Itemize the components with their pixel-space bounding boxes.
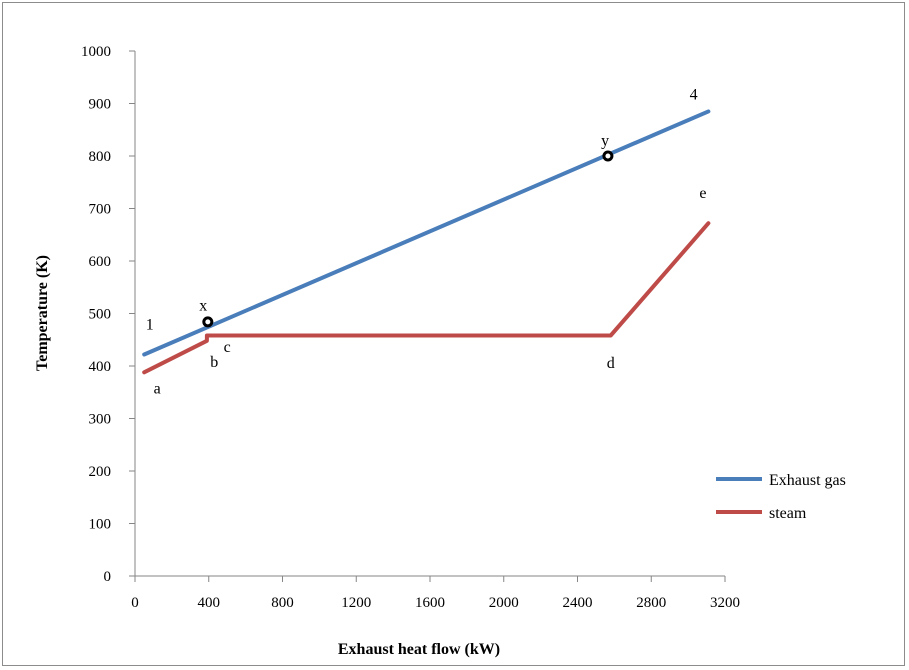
annotation-label: 1	[146, 316, 154, 333]
y-tick-label: 700	[89, 202, 112, 218]
annotation-label: c	[224, 339, 231, 356]
x-tick-label: 3200	[710, 595, 740, 611]
marker-layer	[202, 150, 614, 328]
annotation-label: 4	[690, 86, 698, 103]
y-tick-label: 300	[89, 412, 112, 428]
y-tick-label: 400	[89, 359, 112, 375]
x-tick-label: 800	[271, 595, 294, 611]
x-tick-label: 0	[131, 595, 139, 611]
y-tick-label: 500	[89, 307, 112, 323]
annotation-layer: 1 a bc d e 4 x y	[146, 86, 707, 397]
x-tick-label: 400	[198, 595, 221, 611]
x-axis-title: Exhaust heat flow (kW)	[338, 641, 500, 658]
series-line-exhaust-gas	[142, 109, 711, 357]
point-marker-x	[202, 316, 214, 328]
annotation-label: d	[607, 355, 615, 372]
y-tick-label: 1000	[81, 44, 111, 60]
y-tick-label: 100	[89, 517, 112, 533]
y-tick-label: 200	[89, 464, 112, 480]
y-tick-label: 800	[89, 149, 112, 165]
y-axis-title: Temperature (K)	[34, 255, 51, 371]
legend: Exhaust gas steam	[716, 472, 846, 522]
axes: 0 400 800 1200 1600 2000 2400 2800 3200010020030…	[81, 44, 740, 611]
y-tick-label: 0	[104, 569, 112, 585]
x-tick-label: 2400	[563, 595, 593, 611]
annotation-label: x	[199, 297, 207, 314]
point-marker-y	[602, 150, 614, 162]
x-tick-label: 2800	[636, 595, 666, 611]
annotation-label: y	[601, 133, 609, 150]
series-layer	[142, 109, 711, 375]
annotation-label: b	[210, 354, 218, 371]
annotation-label: a	[154, 380, 161, 397]
x-tick-label: 1200	[341, 595, 371, 611]
legend-label-exhaust-gas: Exhaust gas	[769, 472, 846, 489]
x-tick-label: 2000	[489, 595, 519, 611]
legend-label-steam: steam	[769, 505, 807, 522]
y-tick-label: 600	[89, 254, 112, 270]
y-tick-label: 900	[89, 97, 112, 113]
series-line-steam	[142, 221, 711, 375]
annotation-label: e	[699, 185, 706, 202]
x-tick-label: 1600	[415, 595, 445, 611]
